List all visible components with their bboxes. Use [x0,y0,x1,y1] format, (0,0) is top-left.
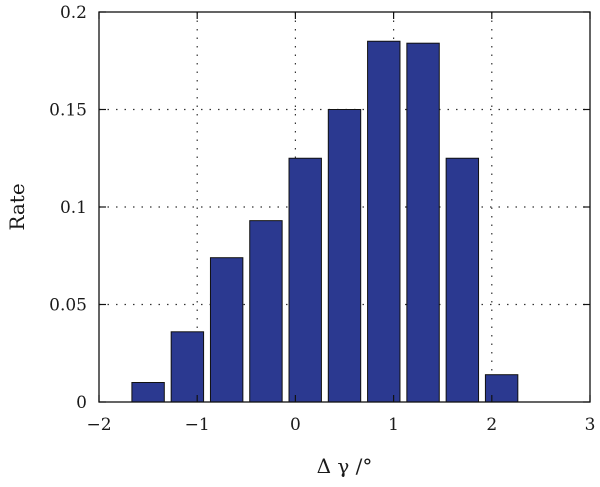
bar [288,157,322,403]
y-axis-label: Rate [5,183,29,230]
bar [445,157,480,403]
bar [484,374,519,403]
bar [406,42,440,403]
bar [249,220,283,403]
bars-layer [131,40,519,403]
bar [170,331,205,403]
ticks-layer [98,11,591,403]
grid-layer [99,12,590,402]
y-tick-label: 0 [76,393,87,413]
bar [327,109,362,403]
y-tick-label: 0.05 [49,296,87,316]
tick-labels-layer: −2 −1 0 1 2 3 0 0.05 0.1 0.15 0.2 [49,3,595,435]
x-tick-label: −2 [86,415,111,435]
x-axis-label: Δ γ /° [317,454,373,478]
bar [209,257,244,403]
y-tick-label: 0.1 [60,198,87,218]
x-tick-label: 3 [585,415,596,435]
bar [367,40,401,403]
bar [131,382,165,403]
x-tick-label: −1 [185,415,210,435]
x-tick-label: 2 [486,415,497,435]
y-tick-label: 0.2 [60,3,87,23]
x-tick-label: 1 [388,415,399,435]
y-tick-label: 0.15 [49,101,87,121]
x-tick-label: 0 [290,415,301,435]
